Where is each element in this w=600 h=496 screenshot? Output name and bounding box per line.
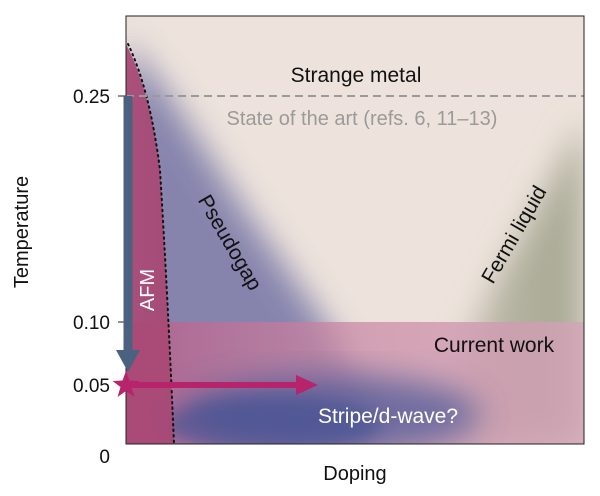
- stripe-region-core: [160, 397, 380, 444]
- y-tick-010: 0.10: [73, 313, 110, 334]
- y-tick-025: 0.25: [73, 87, 110, 108]
- state-of-art-label: State of the art (refs. 6, 11–13): [227, 108, 498, 130]
- afm-boundary: [127, 43, 175, 445]
- arrow-right-head: [296, 375, 318, 395]
- x-axis-label: Doping: [323, 463, 386, 485]
- current-work-label: Current work: [434, 334, 555, 357]
- afm-label: AFM: [137, 269, 159, 311]
- y-tick-0: 0: [99, 447, 110, 468]
- afm-region: [126, 44, 174, 444]
- stripe-label: Stripe/d-wave?: [318, 405, 458, 428]
- strange-metal-label: Strange metal: [291, 64, 422, 87]
- arrow-down-head: [116, 350, 140, 372]
- star-marker: [112, 371, 140, 397]
- y-tick-005: 0.05: [73, 376, 110, 397]
- y-axis-label: Temperature: [11, 176, 33, 288]
